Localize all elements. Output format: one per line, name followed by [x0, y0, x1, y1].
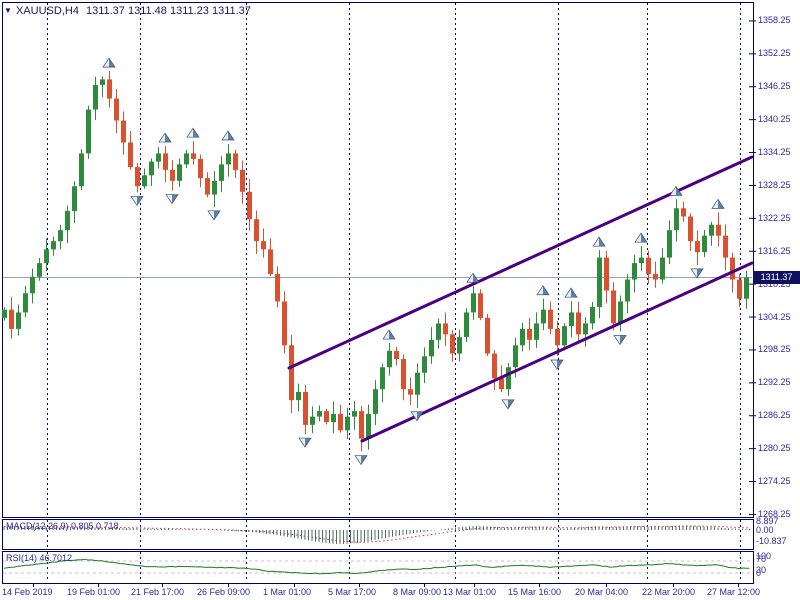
price-axis-label: 1316.25	[758, 245, 791, 256]
fractal-up-icon	[186, 127, 200, 138]
fractal-up-icon	[466, 272, 480, 283]
time-axis-label: 22 Mar 20:00	[642, 587, 696, 597]
price-axis-label: 1328.25	[758, 179, 791, 190]
fractal-down-icon	[501, 399, 515, 410]
time-axis-label: 5 Mar 17:00	[328, 587, 377, 597]
macd-indicator-label: MACD(12,26,9) 0.805 0.718	[6, 521, 119, 531]
price-axis-label: 1346.25	[758, 81, 791, 92]
price-axis-label: 1334.25	[758, 147, 791, 158]
rsi-line	[3, 558, 750, 575]
fractal-up-icon	[158, 132, 172, 143]
time-axis-label: 1 Mar 01:00	[263, 587, 312, 597]
period-separators	[47, 3, 741, 582]
current-price-badge: 1311.37	[753, 271, 800, 284]
macd-axis-label: -10.837	[756, 536, 787, 546]
rsi-panel-frame	[2, 551, 754, 584]
macd-panel-frame	[2, 519, 754, 550]
rsi-axis-label: 30	[756, 565, 767, 575]
fractal-down-icon	[207, 210, 221, 221]
chart-dropdown-icon[interactable]: ▼	[4, 6, 12, 15]
time-axis-label: 26 Feb 09:00	[197, 587, 251, 597]
rsi-indicator-label: RSI(14) 46.7012	[6, 553, 73, 563]
fractal-up-icon	[711, 198, 725, 209]
chart-ohlc-values: 1311.37 1311.48 1311.23 1311.37	[85, 5, 251, 17]
macd-axis-label: 0.00	[756, 525, 774, 535]
chart-symbol-period: XAUUSD,H4	[16, 5, 79, 17]
fractal-up-icon	[592, 236, 606, 247]
rsi-axis-label: 70	[756, 554, 767, 564]
fractal-down-icon	[130, 196, 144, 207]
price-axis-label: 1304.25	[758, 311, 791, 322]
fractal-down-icon	[298, 437, 312, 448]
fractal-up-icon	[536, 285, 550, 296]
fractal-up-icon	[564, 287, 578, 298]
price-axis-label: 1340.25	[758, 114, 791, 125]
time-axis-label: 13 Mar 01:00	[443, 587, 497, 597]
price-axis-label: 1268.25	[758, 508, 791, 519]
fractal-up-icon	[669, 185, 683, 196]
channel-lower-line[interactable]	[360, 261, 754, 443]
macd-signal-line	[4, 525, 750, 543]
fractal-up-icon	[634, 232, 648, 243]
price-axis-label: 1358.25	[758, 15, 791, 26]
price-axis-label: 1298.25	[758, 344, 791, 355]
main-panel-frame	[2, 2, 754, 518]
price-axis-label: 1274.25	[758, 476, 791, 487]
fractal-down-icon	[550, 359, 564, 370]
time-axis-label: 19 Feb 01:00	[67, 587, 121, 597]
time-axis-label: 8 Mar 09:00	[393, 587, 442, 597]
time-axis-label: 21 Feb 17:00	[131, 587, 185, 597]
fractal-down-icon	[613, 335, 627, 346]
price-axis-label: 1352.25	[758, 48, 791, 59]
fractal-up-icon	[382, 329, 396, 340]
chart-title: XAUUSD,H4 1311.37 1311.48 1311.23 1311.37	[16, 5, 251, 17]
fractal-up-icon	[102, 57, 116, 68]
macd-axis-label: 8.897	[756, 516, 779, 526]
price-axis-label: 1286.25	[758, 410, 791, 421]
fractal-down-icon	[410, 411, 424, 422]
fractal-down-icon	[165, 194, 179, 205]
rsi-axis-label: 100	[756, 551, 772, 561]
time-axis-label: 27 Mar 12:00	[707, 587, 761, 597]
time-axis-label: 20 Mar 04:00	[575, 587, 629, 597]
fractal-down-icon	[354, 455, 368, 466]
rsi-axis-label: 0	[756, 568, 762, 578]
price-axis-label: 1292.25	[758, 377, 791, 388]
price-axis-label: 1280.25	[758, 443, 791, 454]
axis-ticks	[33, 20, 756, 587]
candlesticks	[2, 71, 749, 452]
time-axis-label: 15 Mar 16:00	[508, 587, 562, 597]
fractal-down-icon	[690, 268, 704, 279]
price-axis-label: 1322.25	[758, 212, 791, 223]
fractal-up-icon	[221, 130, 235, 141]
time-axis-label: 14 Feb 2019	[2, 587, 53, 597]
